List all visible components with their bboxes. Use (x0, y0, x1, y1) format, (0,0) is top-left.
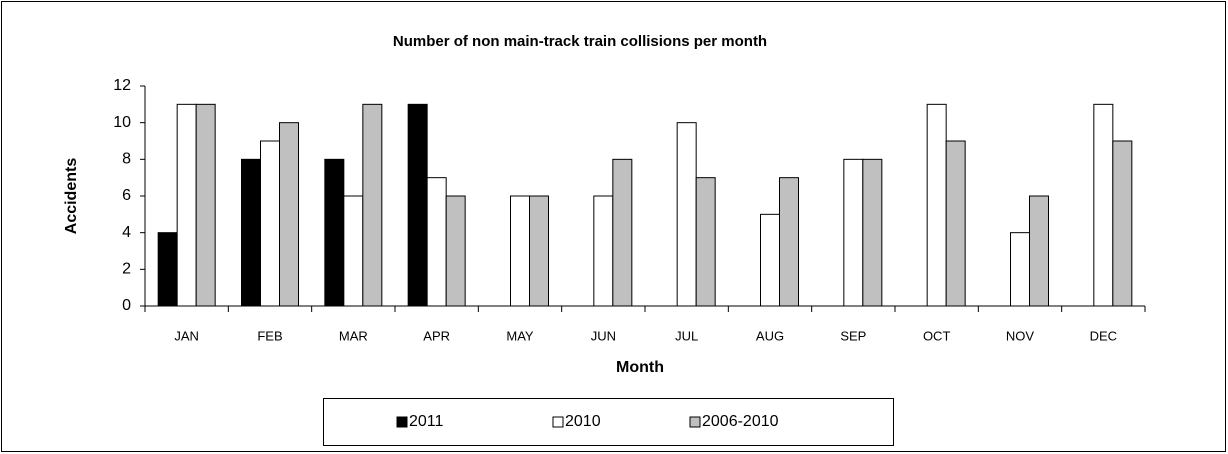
legend-label: 2006-2010 (702, 413, 779, 430)
legend-swatch (552, 416, 564, 428)
bar (157, 232, 178, 307)
x-tick-label: APR (423, 328, 450, 343)
x-tick-label: SEP (840, 328, 866, 343)
legend-swatch (396, 416, 408, 428)
bar (760, 213, 780, 307)
bar (843, 158, 864, 307)
x-tick-label: MAY (506, 328, 534, 343)
bar (529, 195, 549, 307)
x-tick-label: FEB (257, 328, 282, 343)
y-tick-label: 6 (122, 187, 131, 204)
bar (593, 195, 614, 307)
y-tick-label: 10 (113, 114, 131, 131)
bar (945, 140, 966, 307)
bar (779, 177, 799, 307)
bar (279, 122, 299, 307)
bar (676, 122, 697, 307)
bar (612, 158, 633, 307)
bar (260, 140, 280, 307)
bar (426, 177, 447, 307)
x-tick-label: DEC (1090, 328, 1117, 343)
y-tick-label: 2 (122, 261, 131, 278)
x-tick-label: JUL (675, 328, 698, 343)
y-tick-label: 8 (122, 151, 131, 168)
bar (1093, 103, 1114, 307)
x-tick-label: MAR (339, 328, 368, 343)
bar (407, 103, 428, 307)
bar (510, 195, 530, 307)
bar (362, 103, 383, 307)
legend-label: 2010 (565, 413, 601, 430)
legend-box (323, 398, 894, 446)
bar (695, 177, 716, 307)
bar (862, 158, 883, 307)
x-tick-label: OCT (923, 328, 951, 343)
x-tick-label: JUN (591, 328, 616, 343)
y-tick-label: 0 (122, 297, 131, 314)
y-tick-label: 4 (122, 224, 131, 241)
bar (445, 195, 466, 307)
legend-label: 2011 (409, 413, 444, 430)
bar (926, 103, 947, 307)
bar (176, 103, 197, 307)
bar (343, 195, 364, 307)
bar (324, 158, 345, 307)
bar (1010, 232, 1030, 307)
x-tick-label: JAN (174, 328, 199, 343)
legend-swatch (689, 416, 701, 428)
y-axis-label: Accidents (63, 158, 80, 235)
chart-title: Number of non main-track train collision… (393, 33, 767, 50)
bar (1112, 140, 1133, 307)
x-axis-label: Month (616, 359, 664, 376)
y-tick-label: 12 (113, 77, 131, 94)
bar (1029, 195, 1049, 307)
x-tick-label: NOV (1006, 328, 1035, 343)
bar (195, 103, 216, 307)
x-tick-label: AUG (756, 328, 784, 343)
bar (241, 158, 261, 307)
